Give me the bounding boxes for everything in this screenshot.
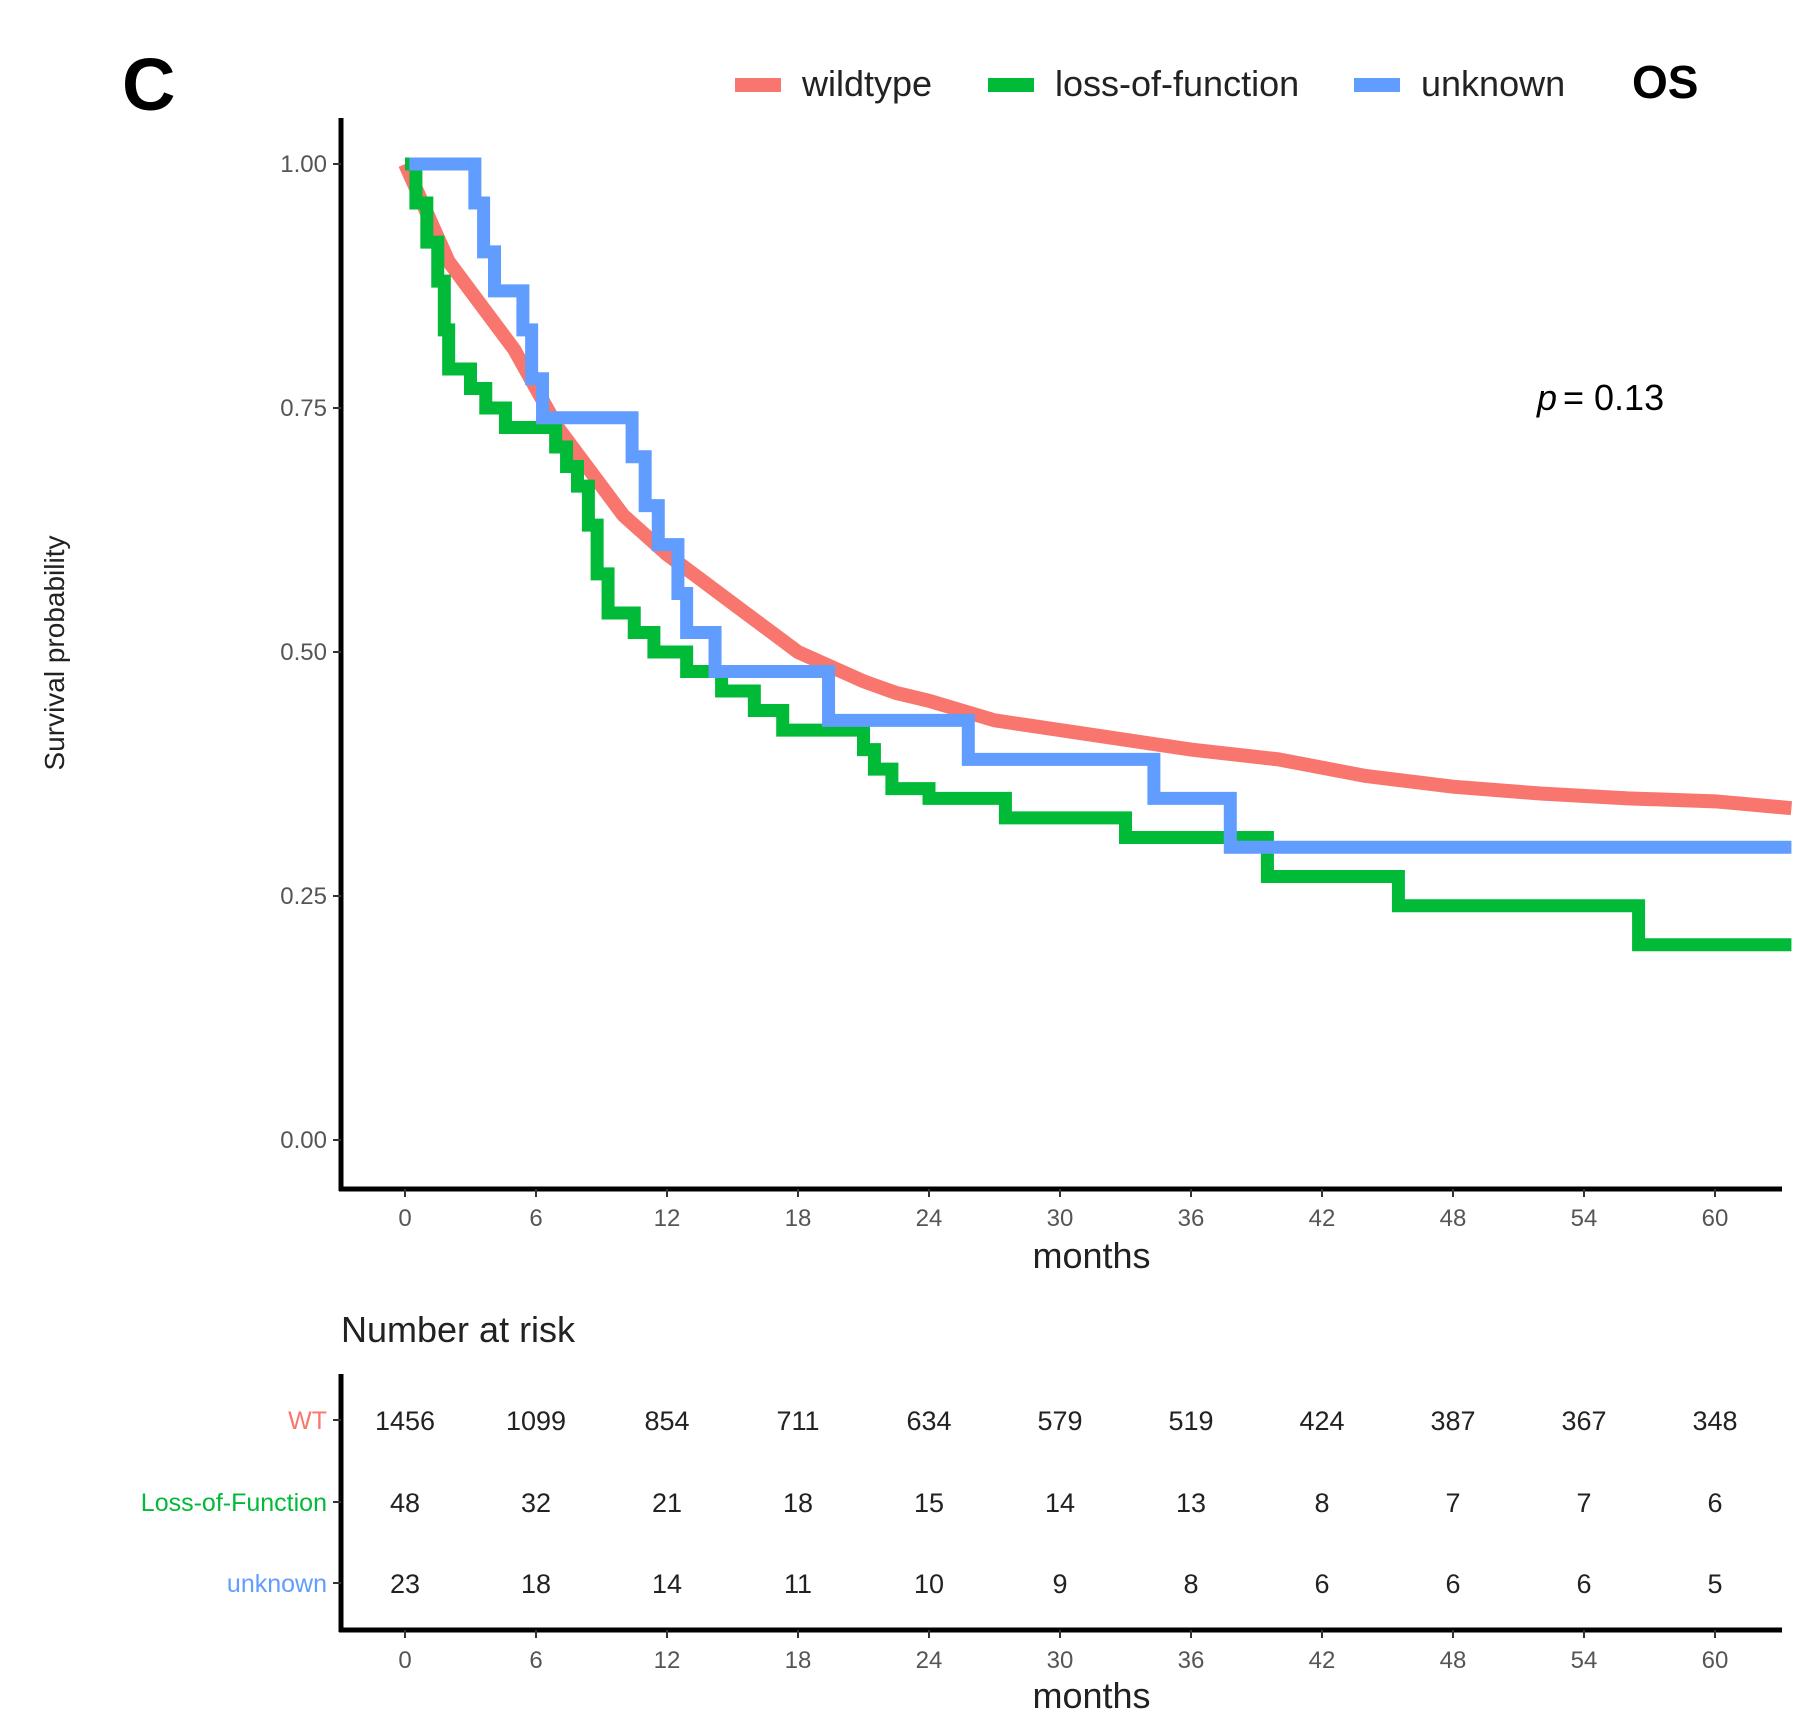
x-tick-label: 6 bbox=[529, 1205, 542, 1232]
risk-count: 6 bbox=[1314, 1569, 1329, 1599]
risk-count: 519 bbox=[1168, 1406, 1213, 1436]
risk-count: 1456 bbox=[375, 1406, 435, 1436]
x-axis-label: months bbox=[1032, 1235, 1150, 1276]
legend-swatch-2 bbox=[1354, 78, 1400, 92]
risk-count: 21 bbox=[652, 1488, 682, 1518]
risk-count: 14 bbox=[1045, 1488, 1075, 1518]
risk-row-label: Loss-of-Function bbox=[141, 1489, 327, 1517]
risk-x-tick-label: 36 bbox=[1178, 1647, 1205, 1674]
risk-count: 14 bbox=[652, 1569, 682, 1599]
risk-count: 15 bbox=[914, 1488, 944, 1518]
risk-x-tick-label: 60 bbox=[1702, 1647, 1729, 1674]
y-tick-label: 0.00 bbox=[280, 1127, 327, 1154]
p-value: = 0.13 bbox=[1563, 377, 1664, 418]
legend-label: unknown bbox=[1421, 63, 1565, 104]
risk-count: 634 bbox=[906, 1406, 951, 1436]
risk-count: 854 bbox=[644, 1406, 689, 1436]
y-tick-label: 1.00 bbox=[280, 151, 327, 178]
risk-count: 11 bbox=[784, 1569, 812, 1599]
x-tick-label: 48 bbox=[1440, 1205, 1467, 1232]
risk-x-tick-label: 12 bbox=[654, 1647, 681, 1674]
p-value-symbol: p bbox=[1536, 377, 1557, 418]
x-tick-label: 36 bbox=[1178, 1205, 1205, 1232]
risk-count: 1099 bbox=[506, 1406, 566, 1436]
risk-count: 7 bbox=[1445, 1488, 1460, 1518]
y-tick-label: 0.50 bbox=[280, 639, 327, 666]
y-tick-label: 0.75 bbox=[280, 395, 327, 422]
risk-count: 6 bbox=[1707, 1488, 1722, 1518]
risk-table-title: Number at risk bbox=[341, 1309, 576, 1350]
risk-x-tick-label: 54 bbox=[1571, 1647, 1598, 1674]
x-tick-label: 0 bbox=[398, 1205, 411, 1232]
risk-count: 8 bbox=[1183, 1569, 1198, 1599]
legend-swatch-1 bbox=[988, 78, 1034, 92]
risk-count: 10 bbox=[914, 1569, 944, 1599]
risk-count: 32 bbox=[521, 1488, 551, 1518]
y-tick-label: 0.25 bbox=[280, 883, 327, 910]
risk-count: 6 bbox=[1576, 1569, 1591, 1599]
legend-label: loss-of-function bbox=[1055, 63, 1299, 104]
risk-count: 7 bbox=[1576, 1488, 1591, 1518]
risk-x-tick-label: 6 bbox=[529, 1647, 542, 1674]
risk-row-label: unknown bbox=[227, 1570, 327, 1598]
risk-count: 18 bbox=[521, 1569, 551, 1599]
risk-table-x-label: months bbox=[1032, 1675, 1150, 1716]
risk-count: 18 bbox=[783, 1488, 813, 1518]
risk-x-tick-label: 30 bbox=[1047, 1647, 1074, 1674]
risk-row-label: WT bbox=[288, 1407, 327, 1435]
risk-count: 48 bbox=[390, 1488, 420, 1518]
legend-swatch-0 bbox=[735, 78, 781, 92]
risk-x-tick-label: 18 bbox=[785, 1647, 812, 1674]
x-tick-label: 12 bbox=[654, 1205, 681, 1232]
risk-x-tick-label: 24 bbox=[916, 1647, 943, 1674]
x-tick-label: 18 bbox=[785, 1205, 812, 1232]
risk-count: 711 bbox=[776, 1406, 819, 1436]
risk-count: 8 bbox=[1314, 1488, 1329, 1518]
panel-label: C bbox=[122, 43, 175, 126]
risk-count: 23 bbox=[390, 1569, 420, 1599]
legend-label: wildtype bbox=[801, 63, 932, 104]
risk-x-tick-label: 48 bbox=[1440, 1647, 1467, 1674]
chart-title: OS bbox=[1632, 56, 1698, 108]
risk-count: 6 bbox=[1445, 1569, 1460, 1599]
x-tick-label: 30 bbox=[1047, 1205, 1074, 1232]
risk-count: 387 bbox=[1430, 1406, 1475, 1436]
risk-count: 579 bbox=[1037, 1406, 1082, 1436]
x-tick-label: 24 bbox=[916, 1205, 943, 1232]
x-tick-label: 42 bbox=[1309, 1205, 1336, 1232]
risk-count: 9 bbox=[1052, 1569, 1067, 1599]
risk-count: 424 bbox=[1299, 1406, 1344, 1436]
risk-count: 367 bbox=[1561, 1406, 1606, 1436]
risk-x-tick-label: 0 bbox=[398, 1647, 411, 1674]
x-tick-label: 54 bbox=[1571, 1205, 1598, 1232]
series-line-unknown bbox=[409, 157, 1792, 854]
risk-count: 348 bbox=[1692, 1406, 1737, 1436]
series-line-loss-of-function bbox=[405, 157, 1792, 952]
risk-x-tick-label: 42 bbox=[1309, 1647, 1336, 1674]
x-tick-label: 60 bbox=[1702, 1205, 1729, 1232]
y-axis-label: Survival probability bbox=[39, 536, 70, 771]
risk-count: 13 bbox=[1176, 1488, 1206, 1518]
series-line-wildtype bbox=[398, 161, 1793, 816]
risk-count: 5 bbox=[1707, 1569, 1722, 1599]
